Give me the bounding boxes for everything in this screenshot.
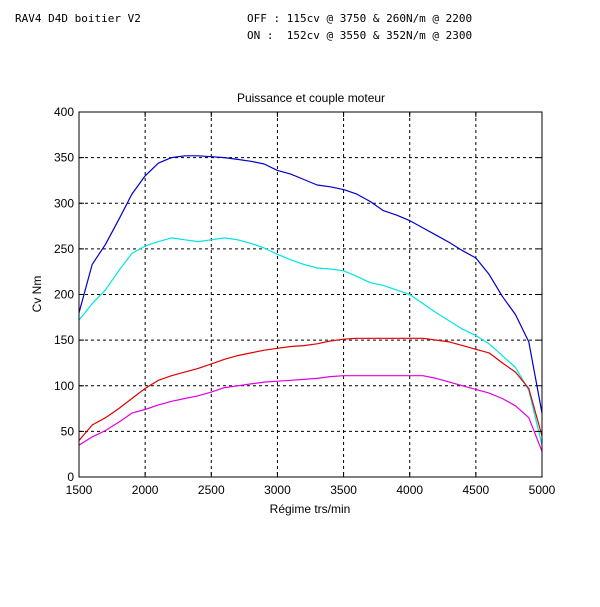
y-tick-label: 100 <box>54 379 74 393</box>
y-tick-label: 400 <box>54 105 74 119</box>
y-tick-label: 300 <box>54 196 74 210</box>
chart-header-left: RAV4 D4D boitier V2 <box>15 12 141 25</box>
x-tick-label: 1500 <box>66 483 93 497</box>
x-tick-label: 3000 <box>264 483 291 497</box>
chart-header-on-line: ON : 152cv @ 3550 & 352N/m @ 2300 <box>247 29 473 42</box>
chart-title: Puissance et couple moteur <box>237 91 385 105</box>
y-tick-label: 250 <box>54 242 74 256</box>
series-line-torque-on <box>78 155 543 414</box>
x-tick-label: 5000 <box>529 483 556 497</box>
series-line-power-off <box>78 375 543 452</box>
x-axis-label: Régime trs/min <box>270 502 351 516</box>
y-tick-label: 200 <box>54 288 74 302</box>
y-tick-label: 0 <box>67 470 74 484</box>
x-tick-label: 2500 <box>198 483 225 497</box>
x-tick-label: 2000 <box>132 483 159 497</box>
y-tick-label: 150 <box>54 333 74 347</box>
y-axis-label: Cv Nm <box>30 276 44 313</box>
ticks: 1500 2000 2500 3000 3500 4000 4500 5000 0 50 100 15… <box>54 105 556 497</box>
x-tick-label: 3500 <box>330 483 357 497</box>
x-tick-label: 4500 <box>463 483 490 497</box>
x-tick-label: 4000 <box>396 483 423 497</box>
grid <box>79 112 542 477</box>
y-tick-label: 50 <box>61 424 75 438</box>
plot-frame <box>78 111 543 478</box>
series-line-torque-off <box>78 237 543 446</box>
y-tick-label: 350 <box>54 151 74 165</box>
series-group <box>78 155 543 452</box>
chart-header-off-line: OFF : 115cv @ 3750 & 260N/m @ 2200 <box>247 12 473 25</box>
series-line-power-on <box>78 337 543 441</box>
